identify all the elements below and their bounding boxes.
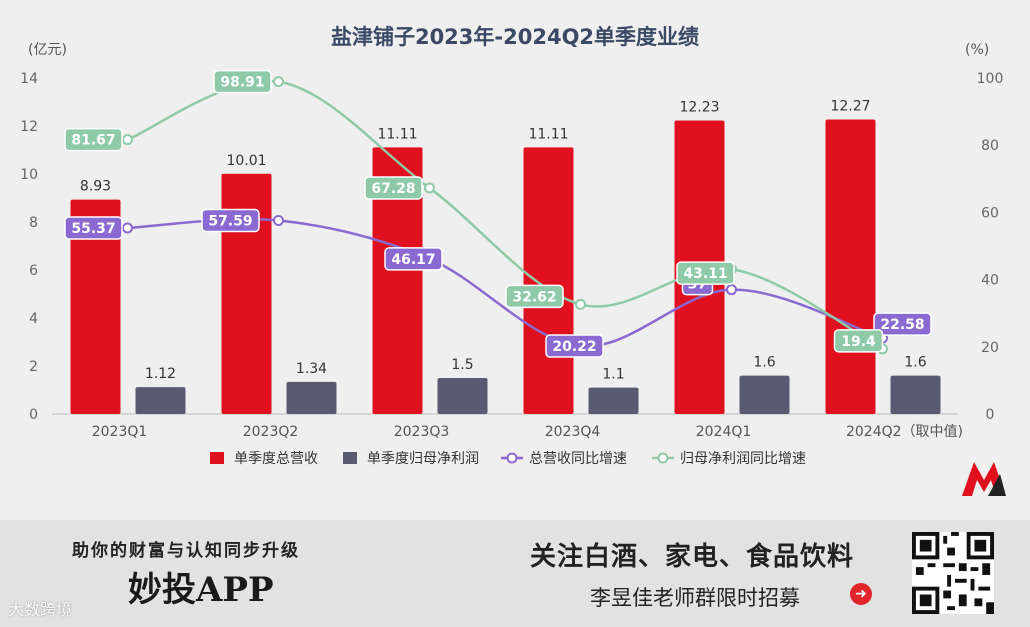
- legend-label: 归母净利润同比增速: [680, 450, 806, 467]
- chart-title: 盐津铺子2023年-2024Q2单季度业绩: [331, 25, 699, 49]
- watermark: 大数跨境: [8, 600, 73, 619]
- revenue-growth-point: [273, 214, 284, 226]
- right-tick-label: 80: [981, 138, 999, 154]
- revenue-bar: [372, 147, 423, 415]
- profit-bar: [890, 375, 941, 414]
- revenue-growth-label: 46.17: [391, 252, 435, 268]
- profit-growth-label: 98.91: [220, 75, 264, 91]
- category-label: 2023Q3: [394, 424, 450, 440]
- category-label: 2023Q2: [243, 424, 299, 440]
- revenue-bar-label: 12.27: [830, 99, 870, 115]
- revenue-bar: [523, 147, 574, 415]
- profit-growth-pill: [676, 261, 735, 285]
- profit-growth-label: 81.67: [71, 133, 115, 149]
- revenue-growth-line: [127, 217, 883, 348]
- revenue-growth-label: 57.59: [208, 213, 252, 229]
- legend-label: 总营收同比增速: [529, 451, 627, 467]
- profit-bar-label: 1.12: [145, 366, 176, 382]
- profit-bar-label: 1.1: [602, 367, 624, 383]
- profit-growth-label: 67.28: [371, 181, 415, 197]
- profit-bar: [135, 387, 186, 414]
- qr-code-icon[interactable]: [912, 532, 994, 614]
- chart-area: 盐津铺子2023年-2024Q2单季度业绩 (亿元) (%) 0 2 4 6 8 10 12…: [20, 25, 1006, 496]
- profit-growth-point: [424, 182, 435, 194]
- profit-bar-label: 1.34: [296, 361, 327, 377]
- right-axis-unit: (%): [965, 42, 989, 58]
- right-tick-label: 100: [977, 71, 1004, 87]
- revenue-bar-label: 12.23: [679, 99, 719, 115]
- right-tick-label: 20: [981, 340, 999, 356]
- left-tick-label: 12: [20, 119, 38, 135]
- legend-marker: [657, 452, 669, 464]
- left-tick-label: 10: [20, 167, 38, 183]
- profit-growth-pill: [213, 69, 272, 94]
- profit-bar: [286, 381, 337, 414]
- category-label: 2024Q2（取中值): [846, 424, 963, 440]
- revenue-bar-label: 10.01: [226, 153, 266, 169]
- revenue-bar-label: 11.11: [377, 126, 417, 142]
- legend-swatch: [210, 452, 224, 464]
- legend-marker: [506, 452, 518, 464]
- profit-growth-pill: [505, 284, 564, 309]
- arrow-right-circle-icon[interactable]: ➜: [850, 583, 872, 605]
- right-tick-label: 0: [986, 407, 995, 423]
- revenue-growth-pill: [201, 208, 260, 233]
- revenue-growth-pill: [545, 334, 604, 358]
- revenue-growth-point: [726, 284, 737, 296]
- legend-label: 单季度归母净利润: [367, 450, 479, 467]
- legend-swatch: [343, 452, 357, 464]
- left-tick-label: 0: [29, 407, 38, 423]
- revenue-growth-label: 22.58: [880, 317, 924, 333]
- banner-tagline: 助你的财富与认知同步升级: [72, 541, 300, 561]
- left-tick-label: 4: [29, 311, 38, 327]
- promo-line-1: 关注白酒、家电、食品饮料: [530, 542, 855, 572]
- profit-growth-pill: [364, 176, 423, 200]
- profit-growth-label: 43.11: [683, 266, 727, 282]
- profit-growth-point: [575, 298, 586, 310]
- brand-logo-icon: [962, 462, 1006, 496]
- profit-growth-pill: [833, 329, 884, 353]
- revenue-growth-pill: [64, 216, 123, 240]
- right-tick-label: 40: [981, 273, 999, 289]
- left-tick-label: 8: [29, 215, 38, 231]
- category-label: 2023Q4: [545, 424, 601, 440]
- promo-banner[interactable]: 助你的财富与认知同步升级 妙投APP 大数跨境 关注白酒、家电、食品饮料 李昱佳…: [0, 520, 1030, 627]
- profit-bar-label: 1.6: [753, 355, 775, 371]
- revenue-bar: [825, 119, 876, 415]
- left-tick-label: 6: [29, 263, 38, 279]
- revenue-bar-label: 8.93: [80, 179, 111, 195]
- left-axis-unit: (亿元): [28, 42, 67, 58]
- profit-growth-pill: [64, 127, 123, 152]
- profit-growth-label: 32.62: [512, 289, 556, 305]
- category-label: 2024Q1: [696, 424, 752, 440]
- revenue-growth-pill: [873, 312, 932, 336]
- app-name: 妙投APP: [128, 570, 274, 610]
- revenue-growth-pill: [384, 247, 443, 271]
- profit-bar: [739, 375, 790, 414]
- profit-growth-label: 19.4: [841, 334, 876, 350]
- revenue-growth-point: [122, 222, 133, 234]
- profit-growth-point: [122, 134, 133, 146]
- right-tick-label: 60: [981, 205, 999, 221]
- revenue-bar: [70, 199, 121, 414]
- profit-bar-label: 1.6: [904, 355, 926, 371]
- revenue-growth-label: 55.37: [71, 221, 115, 237]
- profit-bar: [437, 378, 488, 414]
- revenue-bar: [221, 173, 272, 414]
- profit-bar: [588, 387, 639, 414]
- left-tick-label: 14: [20, 71, 38, 87]
- left-tick-label: 2: [29, 359, 38, 375]
- revenue-growth-label: 20.22: [552, 339, 596, 355]
- legend-label: 单季度总营收: [234, 451, 318, 467]
- promo-line-2: 李昱佳老师群限时招募: [590, 586, 800, 610]
- profit-bar-label: 1.5: [451, 357, 473, 373]
- category-label: 2023Q1: [92, 424, 148, 440]
- profit-growth-point: [273, 76, 284, 88]
- revenue-bar-label: 11.11: [528, 126, 568, 142]
- chart: 盐津铺子2023年-2024Q2单季度业绩 (亿元) (%) 0 2 4 6 8 10 12…: [20, 25, 1006, 496]
